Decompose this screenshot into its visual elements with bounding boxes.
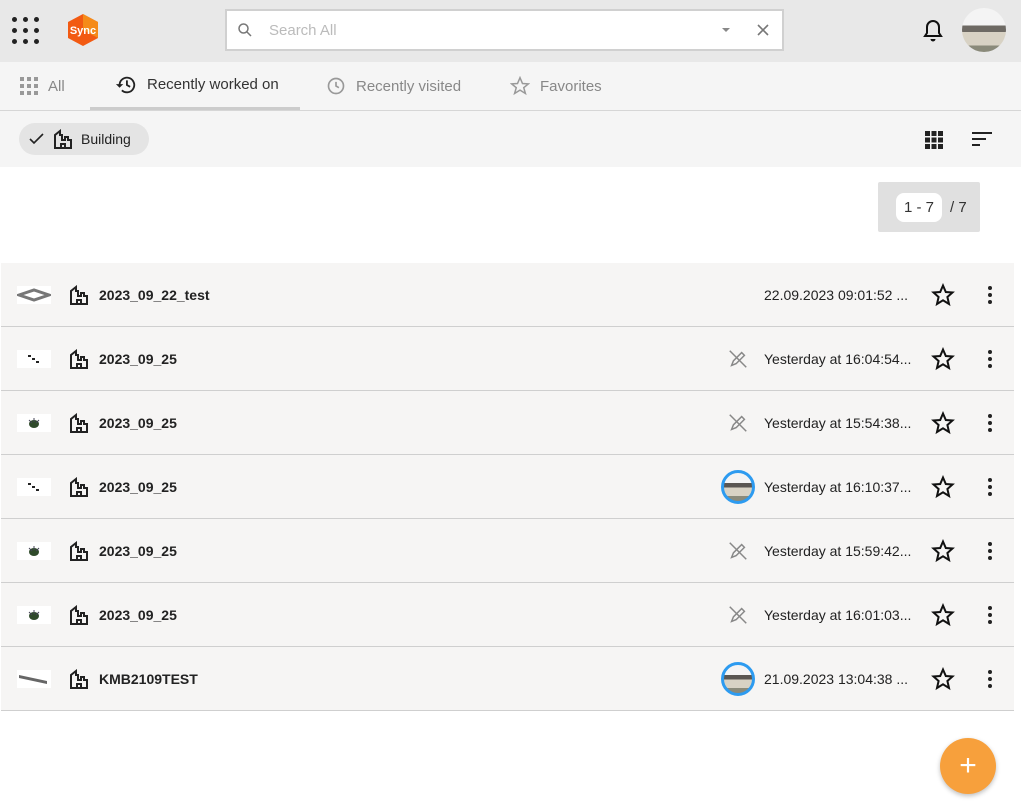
building-icon: [70, 540, 88, 561]
more-options-icon[interactable]: [986, 669, 994, 689]
last-worked-date: Yesterday at 16:01:03...: [764, 606, 912, 623]
project-thumbnail: [17, 413, 51, 432]
star-icon: [510, 76, 530, 96]
more-options-icon[interactable]: [986, 413, 994, 433]
project-name[interactable]: 2023_09_25: [99, 542, 177, 559]
user-avatar: [721, 661, 755, 696]
favorite-star-icon[interactable]: [931, 474, 955, 499]
building-icon: [70, 604, 88, 625]
project-thumbnail: [17, 541, 51, 560]
more-options-icon[interactable]: [986, 349, 994, 369]
grid-view-icon[interactable]: [925, 131, 943, 149]
project-thumbnail: [17, 605, 51, 624]
tab-recently-worked-on[interactable]: Recently worked on: [90, 62, 300, 110]
user-avatar: [721, 469, 755, 504]
more-options-icon[interactable]: [986, 285, 994, 305]
last-worked-date: Yesterday at 15:59:42...: [764, 542, 912, 559]
top-bar: Sync: [0, 0, 1021, 62]
search-icon: [238, 23, 252, 37]
building-filter-chip[interactable]: Building: [19, 123, 149, 155]
project-row[interactable]: 2023_09_25 Yesterday at 16:10:37...: [1, 455, 1014, 519]
project-name[interactable]: 2023_09_22_test: [99, 286, 210, 303]
tab-bar: All Recently worked on Recently visited …: [0, 62, 1021, 111]
more-options-icon[interactable]: [986, 605, 994, 625]
building-icon: [70, 476, 88, 497]
building-icon: [70, 412, 88, 433]
last-worked-date: Yesterday at 15:54:38...: [764, 414, 912, 431]
project-row[interactable]: 2023_09_25 Yesterday at 16:01:03...: [1, 583, 1014, 647]
edit-off-icon: [729, 349, 747, 368]
sort-icon[interactable]: [972, 131, 992, 147]
chip-label: Building: [81, 131, 131, 147]
last-worked-date: Yesterday at 16:10:37...: [764, 478, 912, 495]
svg-text:Sync: Sync: [70, 25, 96, 37]
project-name[interactable]: 2023_09_25: [99, 414, 177, 431]
favorite-star-icon[interactable]: [931, 538, 955, 563]
project-status: [721, 469, 755, 504]
edit-off-icon: [729, 541, 747, 560]
more-options-icon[interactable]: [986, 477, 994, 497]
building-icon: [70, 668, 88, 689]
more-options-icon[interactable]: [986, 541, 994, 561]
favorite-star-icon[interactable]: [931, 602, 955, 627]
project-name[interactable]: 2023_09_25: [99, 478, 177, 495]
filter-bar: Building: [0, 111, 1021, 167]
project-thumbnail: [14, 285, 54, 304]
search-bar[interactable]: [225, 9, 784, 51]
last-worked-date: 21.09.2023 13:04:38 ...: [764, 670, 909, 687]
user-avatar[interactable]: [962, 8, 1006, 52]
project-name[interactable]: 2023_09_25: [99, 350, 177, 367]
tab-recently-visited[interactable]: Recently visited: [326, 62, 461, 110]
building-icon: [70, 284, 88, 305]
project-thumbnail: [17, 349, 51, 368]
project-name[interactable]: 2023_09_25: [99, 606, 177, 623]
tab-favorites[interactable]: Favorites: [510, 62, 602, 110]
project-thumbnail: [17, 669, 51, 688]
project-status: [721, 534, 755, 568]
building-icon: [70, 348, 88, 369]
project-thumbnail: [17, 477, 51, 496]
check-icon: [29, 133, 44, 145]
add-button[interactable]: +: [940, 738, 996, 794]
tab-label: Recently worked on: [147, 76, 279, 93]
favorite-star-icon[interactable]: [931, 666, 955, 691]
project-status: [721, 661, 755, 696]
project-row[interactable]: KMB2109TEST 21.09.2023 13:04:38 ...: [1, 647, 1014, 711]
clock-icon: [327, 77, 345, 95]
grid-icon: [20, 77, 38, 95]
project-status: [721, 278, 755, 312]
tab-all[interactable]: All: [20, 62, 65, 110]
project-row[interactable]: 2023_09_25 Yesterday at 16:04:54...: [1, 327, 1014, 391]
tab-label: Recently visited: [356, 77, 462, 95]
history-icon: [115, 76, 136, 93]
project-row[interactable]: 2023_09_25 Yesterday at 15:59:42...: [1, 519, 1014, 583]
edit-off-icon: [729, 605, 747, 624]
clear-icon[interactable]: [756, 23, 770, 37]
favorite-star-icon[interactable]: [931, 410, 955, 435]
sync-logo[interactable]: Sync: [66, 13, 100, 47]
tab-label: Favorites: [540, 77, 602, 95]
page-range[interactable]: 1 - 7: [896, 192, 943, 222]
search-input[interactable]: [269, 21, 720, 39]
project-name[interactable]: KMB2109TEST: [99, 670, 198, 687]
project-row[interactable]: 2023_09_22_test 22.09.2023 09:01:52 ...: [1, 263, 1014, 327]
apps-grid-icon[interactable]: [12, 17, 40, 45]
last-worked-date: Yesterday at 16:04:54...: [764, 350, 912, 367]
dropdown-arrow-icon[interactable]: [720, 24, 732, 36]
project-status: [721, 406, 755, 440]
notification-bell-icon[interactable]: [921, 18, 945, 44]
project-status: [721, 598, 755, 632]
building-icon: [54, 129, 72, 149]
favorite-star-icon[interactable]: [931, 282, 955, 307]
tab-label: All: [48, 77, 65, 95]
last-worked-date: 22.09.2023 09:01:52 ...: [764, 286, 909, 303]
page-total: / 7: [950, 198, 967, 216]
project-row[interactable]: 2023_09_25 Yesterday at 15:54:38...: [1, 391, 1014, 455]
project-status: [721, 342, 755, 376]
edit-off-icon: [729, 413, 747, 432]
favorite-star-icon[interactable]: [931, 346, 955, 371]
pagination: 1 - 7 / 7: [878, 182, 980, 232]
